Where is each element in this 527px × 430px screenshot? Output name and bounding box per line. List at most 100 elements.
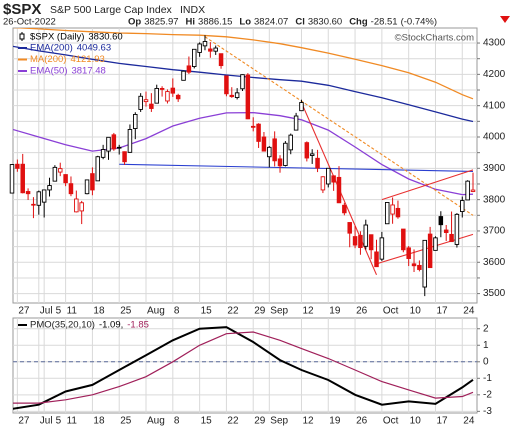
quote-label: Chg — [349, 17, 368, 28]
candle-body — [175, 94, 181, 100]
candle-body — [379, 237, 385, 260]
x-tick-label: 22 — [227, 416, 239, 427]
y-tick-label: 3800 — [483, 194, 506, 205]
indicator-line — [13, 326, 474, 410]
y-tick-label: 3500 — [483, 288, 506, 299]
candle-body — [111, 134, 117, 150]
date: 26-Oct-2022 — [3, 17, 56, 28]
candle-body — [272, 138, 277, 162]
x-tick-label: 19 — [329, 306, 341, 317]
candle-body — [460, 200, 465, 212]
candle-body — [181, 70, 186, 81]
candle-body — [100, 149, 106, 158]
y-tick-label: 0 — [483, 356, 489, 367]
x-tick-label: Sep — [270, 306, 288, 317]
y-tick-label: 4200 — [483, 69, 506, 80]
x-tick-label: 12 — [302, 416, 314, 427]
candle-body — [68, 183, 74, 195]
x-tick-label: Jul — [40, 416, 53, 427]
candle-body — [234, 92, 240, 98]
candle-body — [245, 74, 251, 120]
x-tick-label: 18 — [93, 306, 105, 317]
indicator-line — [13, 331, 474, 404]
x-tick-label: 5 — [56, 306, 62, 317]
candle-body — [342, 204, 347, 214]
x-tick-label: 25 — [120, 306, 132, 317]
legend-label: EMA(50) — [30, 66, 67, 77]
candle-body — [122, 151, 127, 163]
trendline — [381, 169, 474, 201]
candle-body — [422, 239, 428, 288]
candle-body — [15, 163, 20, 169]
y-tick-label: -3 — [483, 406, 492, 417]
candle-body — [41, 189, 47, 203]
candle-body — [52, 166, 58, 182]
candle-body — [192, 48, 197, 67]
candle-body — [320, 176, 326, 191]
candle-body — [186, 65, 192, 73]
x-tick-label: 5 — [56, 416, 62, 427]
candle-body — [443, 229, 449, 233]
quote-value: 3825.97 — [144, 17, 178, 28]
x-tick-label: 10 — [410, 306, 422, 317]
x-tick-label: 8 — [174, 306, 180, 317]
trendline — [204, 36, 474, 216]
candle-body — [218, 53, 224, 67]
x-tick-label: Oct — [383, 416, 399, 427]
legend-value: 4121.93 — [70, 54, 104, 65]
subtitle: S&P 500 Large Cap Index — [50, 4, 173, 16]
candle-body — [304, 142, 310, 159]
y-tick-label: 3700 — [483, 226, 506, 237]
x-tick-label: 17 — [436, 416, 448, 427]
candle-body — [63, 174, 68, 184]
candle-body — [229, 94, 235, 98]
candle-body — [395, 207, 401, 218]
candle-body — [299, 102, 304, 112]
quote-label: Cl — [295, 17, 305, 28]
credit: ©StockCharts.com — [395, 33, 474, 44]
legend-label: PMO(35,20,10) — [30, 320, 95, 331]
candle-body — [127, 129, 133, 153]
candle-body — [427, 233, 433, 269]
x-tick-label: Aug — [147, 306, 165, 317]
candle-body — [406, 247, 411, 259]
candle-body — [283, 142, 288, 166]
indicator-line — [13, 28, 474, 100]
quote-pct: (-0.74%) — [401, 17, 437, 28]
candle-body — [368, 234, 374, 251]
candle-body — [358, 234, 363, 249]
candle-body — [401, 228, 406, 251]
candle-body — [309, 153, 315, 156]
x-tick-label: 24 — [463, 416, 475, 427]
candle-body — [240, 74, 245, 90]
chart-layer: 3500 3600 3700 3800 3900 4000 4100 4200 4300 -3 -2… — [9, 27, 506, 427]
y-tick-label: 4300 — [483, 38, 506, 49]
candle-body — [331, 175, 336, 183]
candle-body — [315, 157, 320, 169]
quote-value: -28.51 — [371, 17, 398, 28]
y-tick-label: -2 — [483, 389, 492, 400]
candle-body — [277, 158, 283, 167]
candle-body — [197, 43, 202, 53]
candle-body — [138, 95, 143, 110]
candle-body — [449, 233, 454, 243]
quote-label: Lo — [239, 17, 251, 28]
x-tick-label: Aug — [147, 416, 165, 427]
candle-body — [256, 123, 261, 142]
candle-body — [159, 87, 165, 90]
quote-value: 3824.07 — [254, 17, 288, 28]
candle-body — [326, 167, 331, 185]
candle-body — [165, 91, 170, 102]
candle-body — [79, 202, 84, 212]
x-tick-label: 12 — [302, 306, 314, 317]
candle-body — [250, 125, 256, 128]
candle-body — [213, 47, 218, 52]
x-tick-label: 24 — [463, 306, 475, 317]
candle-body — [116, 146, 122, 149]
candle-body — [261, 136, 267, 152]
candle-body — [433, 237, 438, 251]
candle-body — [74, 198, 79, 213]
candle-body — [374, 251, 379, 268]
candle-body — [454, 213, 460, 245]
